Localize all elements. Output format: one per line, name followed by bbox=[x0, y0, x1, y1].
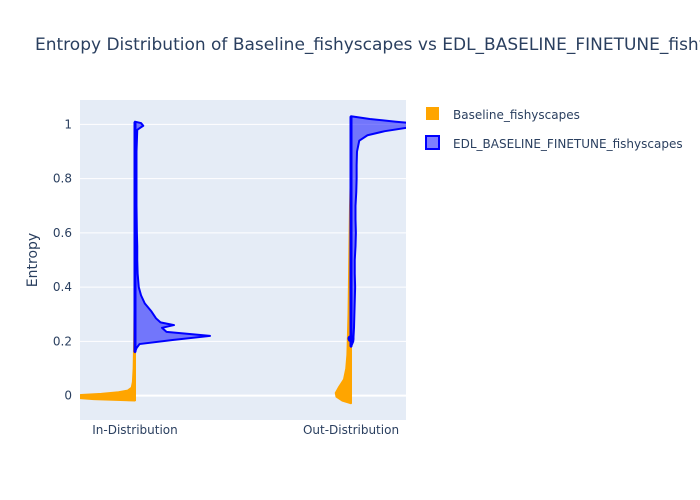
y-tick-label: 0.4 bbox=[53, 280, 72, 294]
y-tick-label: 1 bbox=[64, 117, 72, 131]
legend-swatch bbox=[426, 107, 439, 120]
axes: 0 0.2 0.4 0.6 0.8 1 In-Distribution Out-Distrib… bbox=[53, 117, 399, 437]
chart-title: Entropy Distribution of Baseline_fishysc… bbox=[35, 35, 700, 55]
legend-swatch bbox=[425, 135, 440, 150]
y-tick-label: 0.8 bbox=[53, 172, 72, 186]
violins bbox=[80, 115, 406, 405]
outlier-point bbox=[347, 335, 355, 343]
violin-shape bbox=[134, 120, 211, 354]
y-tick-label: 0.6 bbox=[53, 226, 72, 240]
x-tick-label: Out-Distribution bbox=[303, 423, 399, 437]
legend-label[interactable]: EDL_BASELINE_FINETUNE_fishyscapes bbox=[453, 137, 683, 151]
y-axis-title: Entropy bbox=[25, 233, 41, 287]
y-tick-label: 0.2 bbox=[53, 334, 72, 348]
legend[interactable]: Baseline_fishyscapes EDL_BASELINE_FINETUN… bbox=[425, 107, 683, 151]
x-tick-label: In-Distribution bbox=[92, 423, 177, 437]
violin-shape bbox=[350, 115, 406, 348]
legend-label[interactable]: Baseline_fishyscapes bbox=[453, 108, 580, 122]
y-tick-label: 0 bbox=[64, 389, 72, 403]
